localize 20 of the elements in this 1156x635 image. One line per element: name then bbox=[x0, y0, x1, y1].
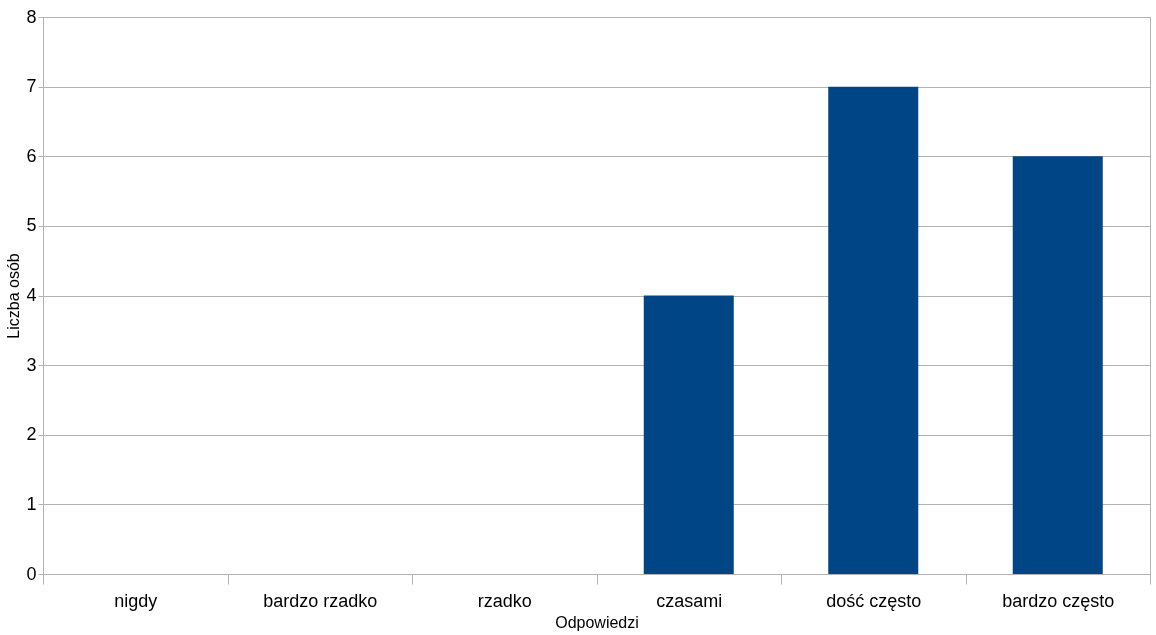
x-tick-label: rzadko bbox=[477, 590, 532, 611]
y-tick-label: 8 bbox=[26, 6, 37, 27]
y-tick-label: 1 bbox=[26, 493, 37, 514]
y-tick-label: 4 bbox=[26, 285, 37, 305]
bar bbox=[643, 295, 734, 574]
x-axis-title: Odpowiedzi bbox=[555, 613, 639, 631]
y-tick-label: 6 bbox=[26, 145, 37, 166]
x-tick-label: bardzo często bbox=[1002, 590, 1115, 611]
y-tick-label: 0 bbox=[26, 563, 37, 584]
x-tick-label: nigdy bbox=[114, 590, 158, 611]
y-tick-label: 7 bbox=[26, 76, 37, 97]
y-tick-label: 2 bbox=[26, 424, 37, 445]
bar bbox=[828, 86, 919, 574]
y-axis-title: Liczba osób bbox=[5, 253, 23, 339]
y-tick-label: 5 bbox=[26, 215, 37, 236]
bar bbox=[1012, 156, 1103, 574]
x-tick-label: bardzo rzadko bbox=[263, 590, 378, 611]
x-tick-label: czasami bbox=[656, 590, 723, 611]
x-tick-label: dość często bbox=[826, 590, 922, 611]
y-tick-label: 3 bbox=[26, 354, 37, 375]
